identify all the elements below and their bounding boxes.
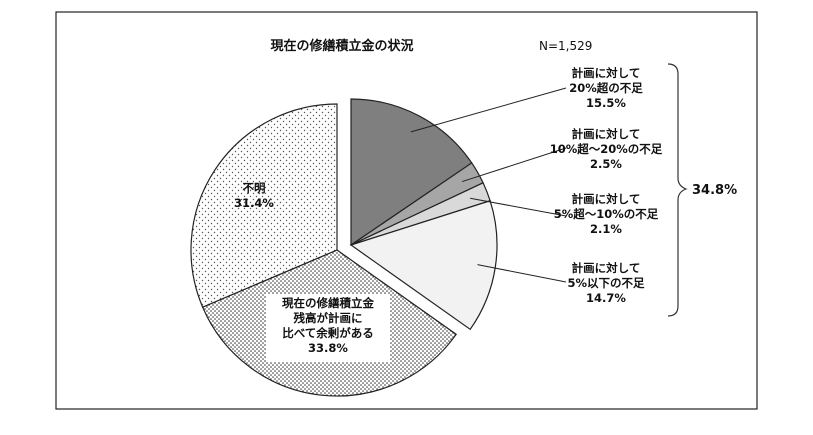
leader-line [462,147,567,183]
slice-percent-label: 2.5% [590,157,622,171]
group-percent-label: 34.8% [692,183,737,198]
slice-percent-label: 14.7% [586,291,626,305]
slice-category-label: 計画に対して [572,261,641,275]
slice-category-label: 比べて余剰がある [282,326,374,340]
leader-line [470,197,567,217]
slice-category-label: 5%超～10%の不足 [554,207,659,221]
group-bracket [667,63,688,317]
slice-category-label: 残高が計画に [294,311,363,325]
slice-category-label: 不明 [243,181,266,195]
slice-category-label: 計画に対して [572,127,641,141]
leader-line [477,264,567,283]
leader-line [410,87,567,133]
slice-category-label: 計画に対して [572,66,641,80]
slice-label-background [266,294,390,362]
pie-slice [190,103,338,308]
slice-category-label: 10%超～20%の不足 [550,142,663,156]
slice-category-label: 計画に対して [572,192,641,206]
slice-percent-label: 31.4% [234,196,274,210]
chart-title: 現在の修繕積立金の状況 [270,38,413,54]
leader-lines [410,87,567,283]
slice-percent-label: 2.1% [590,222,622,236]
pie-slice [350,98,473,247]
slice-percent-label: 33.8% [308,341,348,355]
slice-category-label: 5%以下の不足 [567,276,645,290]
slice-labels: 計画に対して20%超の不足15.5%計画に対して10%超～20%の不足2.5%計… [234,66,663,362]
slice-category-label: 現在の修繕積立金 [282,296,374,310]
sample-size-label: N=1,529 [539,39,592,53]
slice-percent-label: 15.5% [586,96,626,110]
slice-category-label: 20%超の不足 [569,81,643,95]
pie-slice [349,200,498,331]
